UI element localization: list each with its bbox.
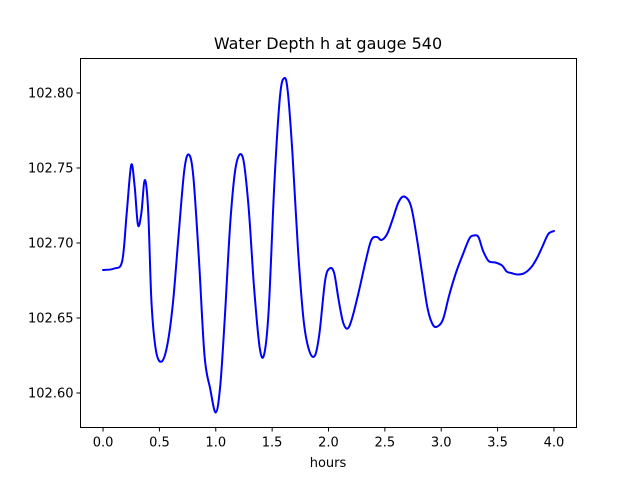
- x-tick-label: 3.0: [431, 436, 452, 451]
- x-axis: 0.0 0.5 1.0 1.5 2.0 2.5 3.0 3.5 4.0: [93, 427, 565, 451]
- y-tick-label: 102.65: [28, 312, 74, 327]
- y-tick-label: 102.70: [28, 237, 74, 252]
- y-axis: 102.60 102.65 102.70 102.75 102.80: [28, 87, 81, 402]
- chart-title: Water Depth h at gauge 540: [214, 34, 442, 53]
- x-tick-label: 2.0: [318, 436, 339, 451]
- x-tick-label: 1.0: [205, 436, 226, 451]
- x-axis-label: hours: [310, 456, 347, 471]
- y-tick-label: 102.60: [28, 387, 74, 402]
- x-tick-label: 0.0: [93, 436, 114, 451]
- x-tick-label: 2.5: [375, 436, 396, 451]
- water-depth-series-line: [102, 76, 555, 414]
- y-tick-label: 102.80: [28, 87, 74, 102]
- x-tick-label: 3.5: [487, 436, 508, 451]
- plot-series: [102, 76, 555, 414]
- x-tick-label: 1.5: [262, 436, 283, 451]
- x-tick-label: 4.0: [544, 436, 565, 451]
- y-tick-label: 102.75: [28, 162, 74, 177]
- x-tick-label: 0.5: [149, 436, 170, 451]
